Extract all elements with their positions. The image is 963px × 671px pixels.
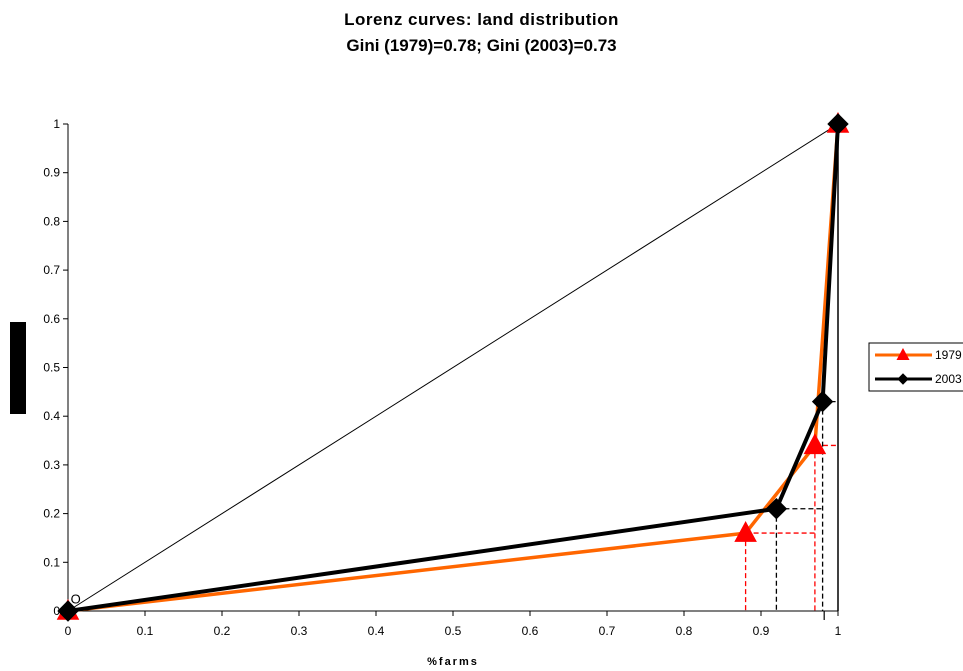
y-tick-label: 0 (53, 604, 60, 618)
legend-marker-1979 (896, 347, 910, 360)
x-tick-label: 0.5 (445, 624, 462, 638)
x-axis-label: %farms (427, 656, 479, 668)
point-1979 (734, 521, 757, 542)
point-1979 (803, 433, 827, 455)
y-tick-label: 0.2 (43, 507, 60, 521)
chart-subtitle: Gini (1979)=0.78; Gini (2003)=0.73 (346, 36, 617, 55)
y-tick-label: 1 (53, 117, 60, 131)
y-tick-label: 0.9 (43, 166, 60, 180)
x-tick-label: 0.6 (522, 624, 539, 638)
legend-label-2003: 2003 (935, 372, 962, 386)
y-tick-label: 0.4 (43, 409, 60, 423)
y-axis-label-box (10, 322, 26, 414)
series-markers (56, 111, 850, 622)
y-tick-label: 0.3 (43, 458, 60, 472)
x-tick-label: 0 (65, 624, 72, 638)
series-line-1979 (67, 123, 840, 613)
tick-labels: 0 0.1 0.2 0.3 0.4 0.5 0.6 0.7 0.8 0.9 1 0 0.1 0.2 0.3 0… (43, 117, 841, 638)
x-tick-label: 0.1 (137, 624, 154, 638)
dropdown-lines (744, 400, 838, 611)
y-tick-label: 0.5 (43, 361, 60, 375)
y-tick-label: 0.8 (43, 214, 60, 228)
point-2003 (811, 390, 834, 413)
equality-line (67, 123, 839, 612)
y-tick-label: 0.1 (43, 555, 60, 569)
x-tick-label: 0.3 (291, 624, 308, 638)
x-tick-label: 0.4 (368, 624, 385, 638)
legend-box (868, 342, 963, 392)
legend: 1979 2003 (868, 342, 963, 392)
point-2003 (827, 113, 849, 135)
axes (63, 123, 839, 616)
annotation-label: O (71, 592, 81, 607)
series-line-2003 (67, 123, 840, 613)
x-tick-label: 0.9 (753, 624, 770, 638)
point-2003 (57, 600, 79, 622)
x-tick-label: 0.8 (676, 624, 693, 638)
series-lines (67, 123, 840, 613)
legend-marker-2003 (897, 373, 909, 385)
y-tick-label: 0.7 (43, 263, 60, 277)
point-2003 (765, 498, 788, 520)
chart-title: Lorenz curves: land distribution (344, 10, 619, 29)
annotations: OI (71, 592, 826, 623)
y-tick-label: 0.6 (43, 312, 60, 326)
annotation-label: I (822, 608, 826, 623)
x-tick-label: 1 (835, 624, 842, 638)
x-tick-label: 0.2 (214, 624, 231, 638)
x-tick-label: 0.7 (599, 624, 616, 638)
legend-label-1979: 1979 (935, 348, 962, 362)
